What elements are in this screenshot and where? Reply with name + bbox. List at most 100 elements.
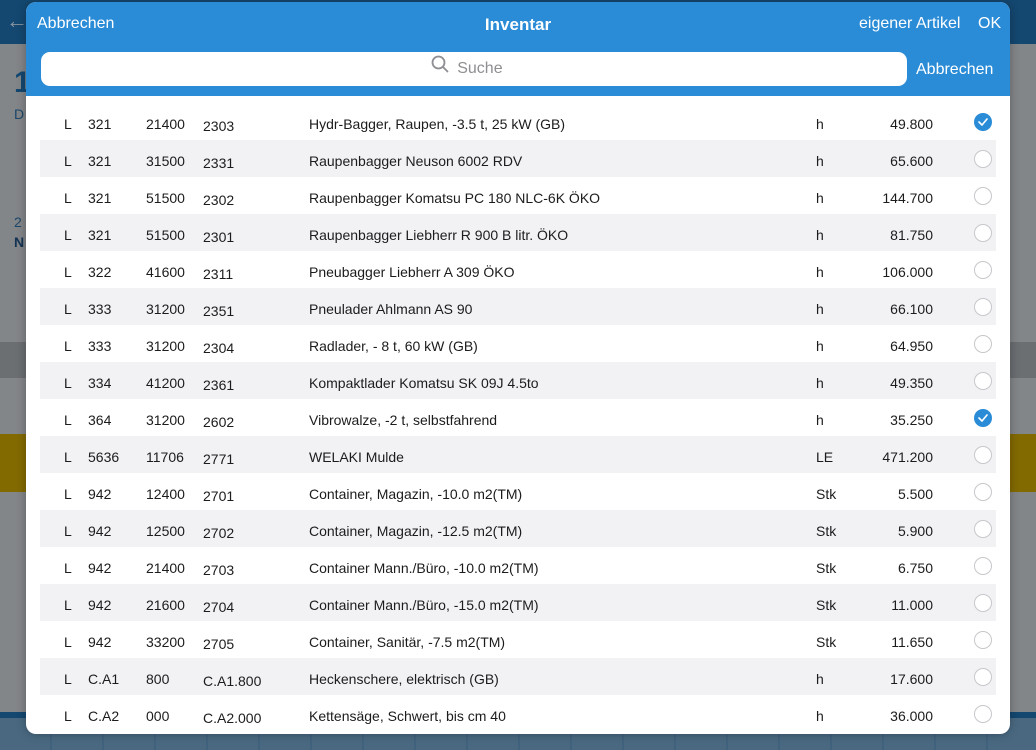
item-number: 2702 — [203, 525, 235, 541]
item-price: 36.000 — [890, 708, 933, 724]
radio-unselected-icon[interactable] — [974, 520, 992, 538]
item-group-code: C.A2 — [88, 708, 120, 724]
checkmark-selected-icon[interactable] — [974, 409, 992, 427]
item-kind: L — [64, 449, 72, 465]
list-item[interactable]: L 322 41600 2311 Pneubagger Liebherr A 309 Ö… — [40, 251, 996, 288]
background-text: 2 — [14, 214, 22, 230]
item-group-code: 5636 — [88, 449, 120, 465]
radio-unselected-icon[interactable] — [974, 446, 992, 464]
radio-unselected-icon[interactable] — [974, 631, 992, 649]
item-number: 2705 — [203, 636, 235, 652]
list-item[interactable]: L 321 21400 2303 Hydr-Bagger, Raupen, -3.5 t… — [40, 103, 996, 140]
radio-unselected-icon[interactable] — [974, 298, 992, 316]
inventory-modal: Inventar Abbrechen eigener Artikel OK Ab… — [26, 2, 1010, 734]
list-item[interactable]: L 333 31200 2351 Pneulader Ahlmann AS 90 h 66.… — [40, 288, 996, 325]
item-unit: h — [816, 375, 824, 391]
item-unit: Stk — [816, 486, 837, 502]
item-number: 2703 — [203, 562, 235, 578]
item-unit: h — [816, 116, 824, 132]
radio-unselected-icon[interactable] — [974, 187, 992, 205]
item-price: 66.100 — [890, 301, 933, 317]
item-unit: h — [816, 190, 824, 206]
item-price: 11.000 — [891, 597, 933, 613]
item-unit: Stk — [816, 634, 837, 650]
item-number: 2701 — [203, 488, 235, 504]
radio-unselected-icon[interactable] — [974, 668, 992, 686]
item-description: Radlader, - 8 t, 60 kW (GB) — [309, 338, 478, 354]
item-group-code: 942 — [88, 560, 112, 576]
item-sub-code: 21400 — [146, 560, 185, 576]
radio-unselected-icon[interactable] — [974, 224, 992, 242]
item-price: 64.950 — [890, 338, 933, 354]
item-number: 2302 — [203, 192, 235, 208]
item-sub-code: 51500 — [146, 190, 185, 206]
item-description: WELAKI Mulde — [309, 449, 404, 465]
item-price: 65.600 — [890, 153, 933, 169]
list-item[interactable]: L 321 31500 2331 Raupenbagger Neuson 6002 RD… — [40, 140, 996, 177]
item-sub-code: 31200 — [146, 412, 185, 428]
radio-unselected-icon[interactable] — [974, 372, 992, 390]
item-price: 81.750 — [890, 227, 933, 243]
list-item[interactable]: L 321 51500 2301 Raupenbagger Liebherr R 900… — [40, 214, 996, 251]
list-item[interactable]: L C.A2 000 C.A2.000 Kettensäge, Schwert, bis… — [40, 695, 996, 732]
item-sub-code: 12500 — [146, 523, 185, 539]
list-item[interactable]: L 942 12400 2701 Container, Magazin, -10.0 m… — [40, 473, 996, 510]
item-description: Kompaktlader Komatsu SK 09J 4.5to — [309, 375, 539, 391]
item-description: Container, Sanitär, -7.5 m2(TM) — [309, 634, 506, 650]
search-bar[interactable] — [41, 52, 907, 86]
search-cancel-button[interactable]: Abbrechen — [916, 61, 994, 78]
list-item[interactable]: L 333 31200 2304 Radlader, - 8 t, 60 kW (GB)… — [40, 325, 996, 362]
item-group-code: 321 — [88, 190, 112, 206]
item-number: 2602 — [203, 414, 235, 430]
list-item[interactable]: L 5636 11706 2771 WELAKI Mulde LE 471.200 — [40, 436, 996, 473]
item-number: C.A1.800 — [203, 673, 262, 689]
item-unit: h — [816, 338, 824, 354]
item-number: 2704 — [203, 599, 235, 615]
search-input[interactable] — [457, 60, 518, 78]
item-group-code: 364 — [88, 412, 112, 428]
list-item[interactable]: L 942 21600 2704 Container Mann./Büro, -15.0… — [40, 584, 996, 621]
item-group-code: 321 — [88, 153, 112, 169]
item-group-code: 942 — [88, 634, 112, 650]
item-description: Raupenbagger Komatsu PC 180 NLC-6K ÖKO — [309, 190, 601, 206]
item-price: 106.000 — [882, 264, 933, 280]
item-kind: L — [64, 338, 72, 354]
item-group-code: 333 — [88, 338, 112, 354]
item-unit: h — [816, 264, 824, 280]
list-item[interactable]: L 942 33200 2705 Container, Sanitär, -7.5 m2… — [40, 621, 996, 658]
radio-unselected-icon[interactable] — [974, 483, 992, 501]
radio-unselected-icon[interactable] — [974, 150, 992, 168]
item-sub-code: 800 — [146, 671, 170, 687]
ok-button[interactable]: OK — [978, 15, 1002, 32]
list-item[interactable]: L 942 12500 2702 Container, Magazin, -12.5 m… — [40, 510, 996, 547]
radio-unselected-icon[interactable] — [974, 261, 992, 279]
list-item[interactable]: L C.A1 800 C.A1.800 Heckenschere, elektrisch… — [40, 658, 996, 695]
item-group-code: 942 — [88, 597, 112, 613]
checkmark-selected-icon[interactable] — [974, 113, 992, 131]
custom-item-button[interactable]: eigener Artikel — [859, 15, 961, 32]
radio-unselected-icon[interactable] — [974, 594, 992, 612]
item-description: Heckenschere, elektrisch (GB) — [309, 671, 499, 687]
radio-unselected-icon[interactable] — [974, 557, 992, 575]
list-item[interactable]: L 942 21400 2703 Container Mann./Büro, -10.0… — [40, 547, 996, 584]
item-description: Container Mann./Büro, -10.0 m2(TM) — [309, 560, 539, 576]
item-sub-code: 41600 — [146, 264, 185, 280]
background-text: D — [14, 106, 25, 122]
item-unit: h — [816, 671, 824, 687]
item-sub-code: 51500 — [146, 227, 185, 243]
cancel-button[interactable]: Abbrechen — [37, 15, 115, 32]
item-kind: L — [64, 116, 72, 132]
list-item[interactable]: L 321 51500 2302 Raupenbagger Komatsu PC 180… — [40, 177, 996, 214]
item-unit: h — [816, 227, 824, 243]
list-item[interactable]: L 364 31200 2602 Vibrowalze, -2 t, selbstfah… — [40, 399, 996, 436]
list-item[interactable]: L 334 41200 2361 Kompaktlader Komatsu SK 09J… — [40, 362, 996, 399]
item-unit: h — [816, 301, 824, 317]
item-unit: h — [816, 708, 824, 724]
item-kind: L — [64, 671, 72, 687]
item-number: 2331 — [203, 155, 235, 171]
radio-unselected-icon[interactable] — [974, 705, 992, 723]
item-kind: L — [64, 375, 72, 391]
item-description: Kettensäge, Schwert, bis cm 40 — [309, 708, 506, 724]
back-arrow-icon: ← — [6, 8, 28, 33]
radio-unselected-icon[interactable] — [974, 335, 992, 353]
